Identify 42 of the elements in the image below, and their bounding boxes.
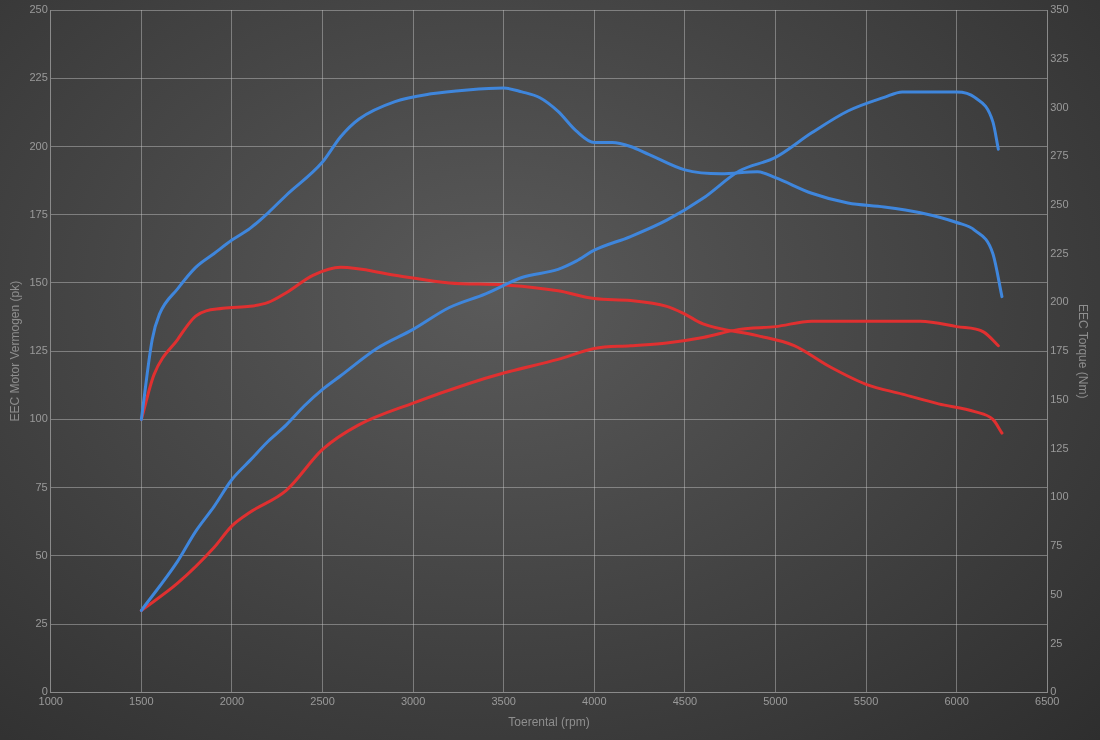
y-tick-label: 75 [35,480,48,493]
x-tick-label: 6000 [944,695,969,708]
y-tick-label: 50 [35,548,48,561]
y2-tick-label: 200 [1050,295,1069,308]
y2-tick-label: 325 [1050,51,1069,64]
x-tick-label: 5000 [763,695,788,708]
x-tick-label: 3000 [400,695,426,708]
y2-tick-label: 25 [1050,636,1063,649]
x-tick-label: 4000 [582,695,607,708]
y2-tick-label: 175 [1050,344,1069,357]
x-tick-label: 2500 [310,695,335,708]
x-tick-label: 5500 [853,695,879,708]
y-tick-label: 225 [29,71,48,84]
y2-tick-label: 100 [1050,490,1069,503]
x-tick-label: 2000 [219,695,245,708]
y2-tick-label: 125 [1050,441,1069,454]
y2-tick-label: 300 [1050,100,1069,113]
y-tick-label: 100 [29,412,48,425]
y-tick-label: 250 [29,3,48,16]
y2-tick-label: 350 [1050,3,1069,16]
x-tick-label: 6500 [1035,695,1060,708]
x-tick-label: 1000 [38,695,63,708]
y2-tick-label: 225 [1050,246,1069,259]
x-tick-label: 4500 [672,695,698,708]
y2-tick-label: 250 [1050,198,1069,210]
y2-tick-label: 50 [1050,587,1063,600]
y2-tick-label: 75 [1050,539,1063,552]
y-tick-label: 125 [29,344,48,357]
y-tick-label: 175 [29,207,48,220]
y2-axis-title: EEC Torque (Nm) [1076,303,1091,399]
y2-tick-label: 150 [1050,392,1069,405]
line-series [139,90,1000,613]
y-tick-label: 0 [41,685,48,698]
y2-tick-label: 275 [1050,149,1069,162]
x-axis-title: Toerental (rpm) [508,715,590,730]
y-axis-title: EEC Motor Vermogen (pk) [7,280,22,422]
y-tick-label: 25 [35,617,48,630]
y2-tick-label: 0 [1050,685,1057,698]
x-tick-label: 3500 [491,695,516,708]
x-tick-label: 1500 [129,695,154,708]
y-tick-label: 200 [29,139,48,152]
y-tick-label: 150 [29,275,48,288]
